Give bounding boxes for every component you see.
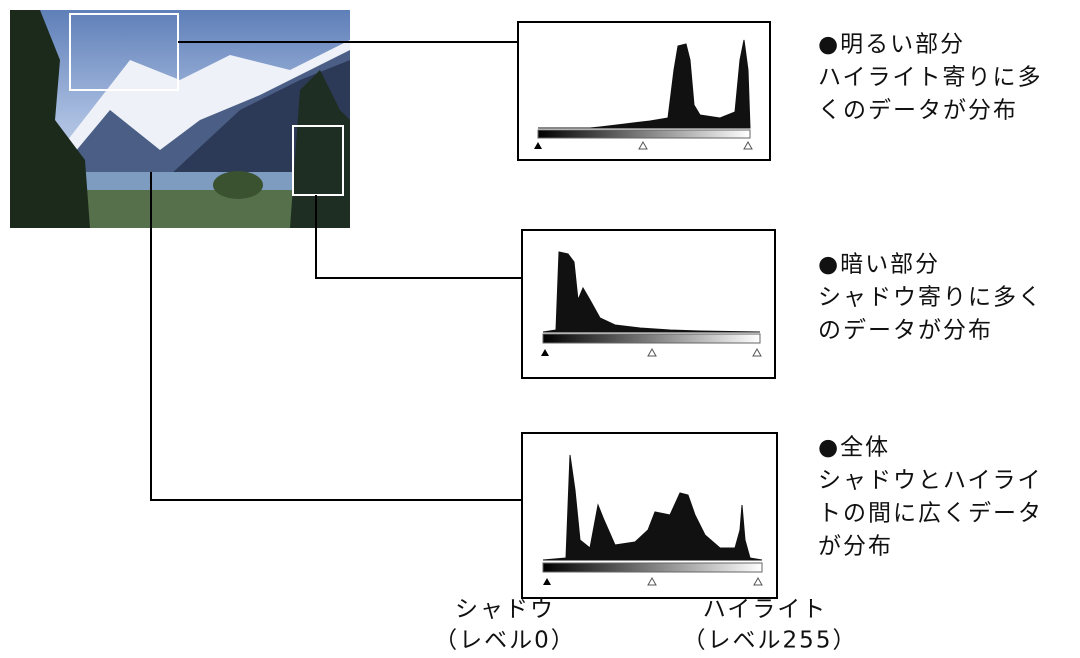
connector [315,195,522,279]
histogram-panel [517,21,771,161]
panel-description: シャドウ寄りに多く [818,285,1043,311]
panel-description: ハイライト寄りに多 [818,65,1043,91]
panel-heading: ●明るい部分 [818,32,965,58]
landscape-photo [10,10,350,228]
panel-heading: ●全体 [818,435,890,461]
histogram-panel [521,229,776,379]
connector [150,172,522,501]
panel-description: シャドウとハイライ [818,468,1043,494]
histogram-panel [521,432,778,599]
panel-heading: ●暗い部分 [818,252,940,278]
panel-description: が分布 [818,534,893,560]
scale-label: （レベル0） [434,628,576,654]
panel-description: のデータが分布 [818,318,993,344]
scale-label: シャドウ [455,597,555,623]
panel-description: くのデータが分布 [818,98,1018,124]
scale-label: （レベル255） [683,628,858,654]
scale-label: ハイライト [703,597,828,623]
panel-description: トの間に広くデータ [818,501,1043,527]
